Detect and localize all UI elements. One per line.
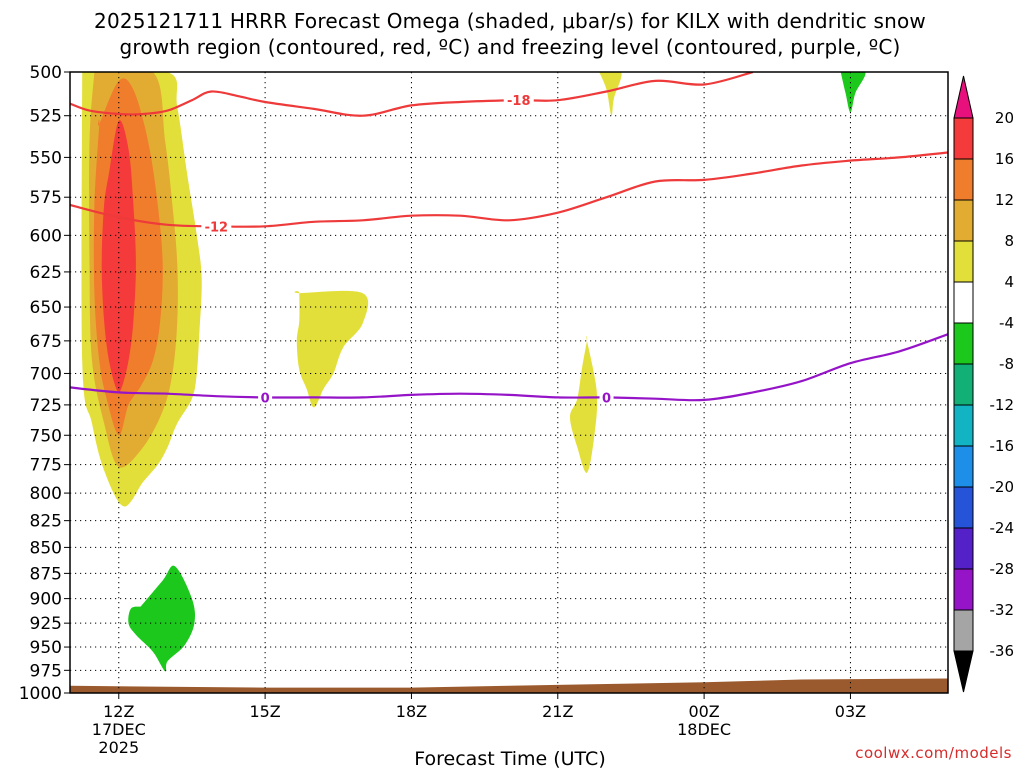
colorbar-bin-11 — [953, 568, 974, 611]
x-axis-label: Forecast Time (UTC) — [414, 748, 605, 768]
y-tick-label-775: 775 — [30, 456, 62, 476]
omega-region-6 — [599, 72, 622, 116]
omega-shading-layer — [81, 72, 866, 672]
credit-text: coolwx.com/models — [855, 744, 1012, 762]
x-tick-label-12z: 12Z — [103, 702, 134, 721]
omega-region-4 — [294, 290, 369, 408]
y-tick-label-925: 925 — [30, 614, 62, 634]
y-tick-label-625: 625 — [30, 263, 62, 283]
colorbar-label--32: -32 — [990, 601, 1015, 619]
freezing-level-label-1-bg — [599, 390, 614, 405]
colorbar-label-20: 20 — [995, 109, 1014, 127]
y-tick-label-950: 950 — [30, 638, 62, 658]
x-tick-label-18z: 18Z — [396, 702, 427, 721]
plot-frame — [69, 71, 949, 694]
contour-layer: -18 -12 0 0 — [70, 72, 948, 406]
colorbar-label-8: 8 — [1004, 232, 1014, 250]
y-tick-label-975: 975 — [30, 661, 62, 681]
omega-region-8 — [128, 565, 196, 672]
colorbar-label--4: -4 — [999, 314, 1014, 332]
colorbar-bin-4 — [953, 281, 974, 324]
y-tick-label-750: 750 — [30, 426, 62, 446]
colorbar-bin-3 — [953, 240, 974, 283]
colorbar-bottom-arrow — [953, 650, 974, 693]
colorbar-bin-10 — [953, 527, 974, 570]
x-tick-label-21z: 21Z — [542, 702, 573, 721]
colorbar-bin-2 — [953, 199, 974, 242]
colorbar-bin-7 — [953, 404, 974, 447]
colorbar-bin-6 — [953, 363, 974, 406]
colorbar-label--36: -36 — [990, 642, 1015, 660]
colorbar-label-12: 12 — [995, 191, 1014, 209]
dgz-contour-label-0-bg — [503, 93, 534, 108]
x-tick-label-17dec: 17DEC — [92, 720, 146, 739]
freezing-level-label-0-bg — [258, 390, 273, 405]
x-tick-label-18dec: 18DEC — [677, 720, 731, 739]
y-tick-label-675: 675 — [30, 332, 62, 352]
y-tick-label-725: 725 — [30, 396, 62, 416]
colorbar-label-4: 4 — [1004, 273, 1014, 291]
y-tick-label-1000: 1000 — [19, 684, 62, 704]
y-tick-label-700: 700 — [30, 364, 62, 384]
dgz-contour-label-0: -18 — [507, 94, 531, 109]
y-tick-label-575: 575 — [30, 188, 62, 208]
x-tick-label-15z: 15Z — [249, 702, 280, 721]
ground-fill — [70, 678, 948, 693]
colorbar-label--16: -16 — [990, 437, 1015, 455]
y-tick-label-850: 850 — [30, 538, 62, 558]
y-tick-label-600: 600 — [30, 226, 62, 246]
colorbar-top-arrow — [953, 75, 974, 119]
dgz-contour-1 — [70, 151, 948, 228]
colorbar-bin-8 — [953, 445, 974, 488]
omega-region-3 — [101, 120, 136, 393]
colorbar-bin-0 — [953, 117, 974, 160]
title-line-2: growth region (contoured, red, ºC) and f… — [119, 35, 900, 59]
colorbar-label--12: -12 — [990, 396, 1015, 414]
colorbar-label--20: -20 — [990, 478, 1015, 496]
colorbar-bin-5 — [953, 322, 974, 365]
y-axis: 500 525 550 575 600 625 650 675 700 725 750 775 800 8… — [19, 63, 70, 704]
grid-layer — [70, 72, 948, 693]
omega-region-5 — [570, 335, 598, 473]
y-tick-label-825: 825 — [30, 512, 62, 532]
omega-region-7 — [840, 72, 866, 113]
ground-layer — [70, 678, 948, 693]
x-tick-label-2025: 2025 — [98, 738, 139, 757]
colorbar-label--28: -28 — [990, 560, 1015, 578]
x-tick-label-03z: 03Z — [835, 702, 866, 721]
colorbar-label-16: 16 — [995, 150, 1014, 168]
colorbar-bin-12 — [953, 609, 974, 652]
colorbar: 20 16 12 8 4 -4 -8 -12 -16 -20 -24 -28 -32 -36 — [953, 75, 1015, 693]
freezing-level-label-1: 0 — [602, 391, 611, 406]
y-tick-label-900: 900 — [30, 590, 62, 610]
colorbar-bin-9 — [953, 486, 974, 529]
y-tick-label-525: 525 — [30, 107, 62, 127]
y-tick-label-875: 875 — [30, 564, 62, 584]
title-line-1: 2025121711 HRRR Forecast Omega (shaded, … — [94, 9, 926, 33]
y-tick-label-550: 550 — [30, 148, 62, 168]
freezing-level-contour — [70, 333, 948, 402]
y-tick-label-500: 500 — [30, 63, 62, 83]
dgz-contour-0 — [70, 72, 754, 117]
freezing-level-label-0: 0 — [261, 391, 270, 406]
colorbar-label--24: -24 — [990, 519, 1015, 537]
colorbar-bin-1 — [953, 158, 974, 201]
y-tick-label-800: 800 — [30, 484, 62, 504]
y-tick-label-650: 650 — [30, 298, 62, 318]
colorbar-label--8: -8 — [999, 355, 1014, 373]
dgz-contour-label-1: -12 — [205, 220, 229, 235]
dgz-contour-label-1-bg — [201, 219, 232, 234]
x-tick-label-00z: 00Z — [688, 702, 719, 721]
